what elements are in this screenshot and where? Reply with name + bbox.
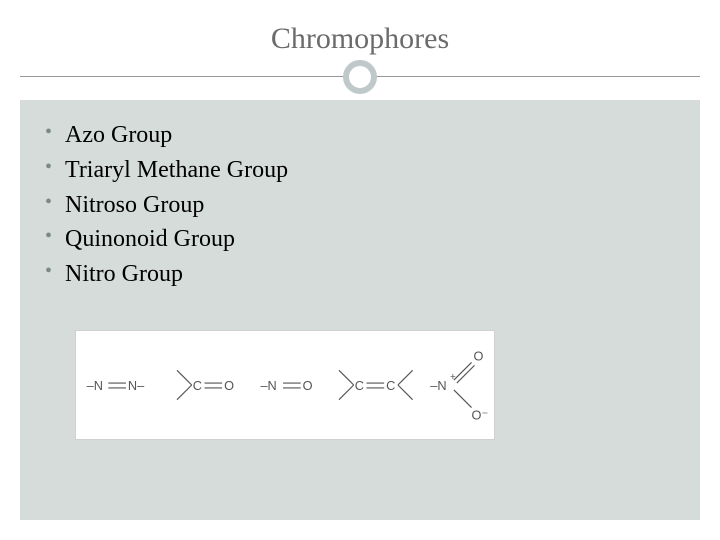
- svg-text:C: C: [386, 378, 395, 393]
- list-item: Nitro Group: [45, 257, 288, 292]
- chem-svg: –N N– C O –N O C C –N: [76, 331, 494, 439]
- svg-text:N–: N–: [128, 378, 145, 393]
- svg-text:+: +: [450, 372, 456, 383]
- title-area: Chromophores: [0, 0, 720, 56]
- svg-text:O: O: [303, 378, 313, 393]
- svg-text:–N: –N: [430, 378, 446, 393]
- svg-text:–N: –N: [87, 378, 103, 393]
- bullet-list: Azo Group Triaryl Methane Group Nitroso …: [45, 118, 288, 292]
- chemical-structures-diagram: –N N– C O –N O C C –N: [75, 330, 495, 440]
- list-item: Azo Group: [45, 118, 288, 153]
- list-item: Triaryl Methane Group: [45, 153, 288, 188]
- slide: Chromophores Azo Group Triaryl Methane G…: [0, 0, 720, 540]
- list-item: Quinonoid Group: [45, 222, 288, 257]
- svg-text:O: O: [474, 348, 484, 363]
- svg-text:C: C: [193, 378, 202, 393]
- svg-text:O⁻: O⁻: [472, 407, 489, 422]
- ring-ornament: [343, 60, 377, 94]
- slide-title: Chromophores: [0, 22, 720, 56]
- svg-text:O: O: [224, 378, 234, 393]
- list-item: Nitroso Group: [45, 188, 288, 223]
- svg-text:–N: –N: [260, 378, 276, 393]
- svg-text:C: C: [355, 378, 364, 393]
